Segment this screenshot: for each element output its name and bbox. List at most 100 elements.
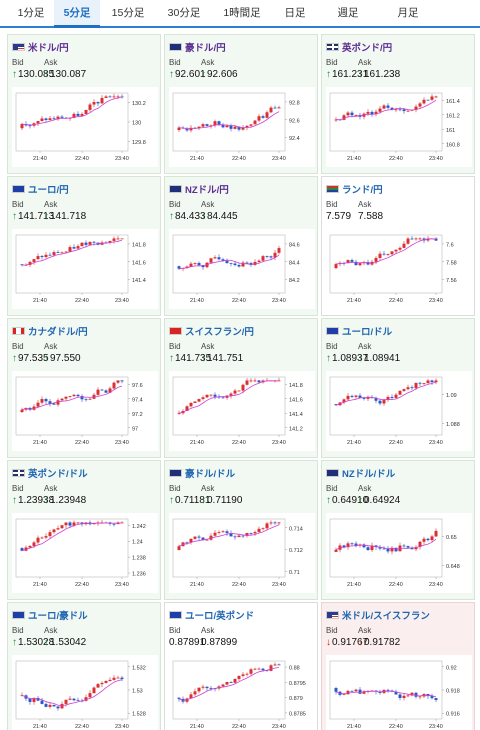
candle-body: [434, 698, 438, 700]
pair-name[interactable]: ユーロ/円: [28, 184, 69, 196]
rate-chart[interactable]: 84.6 84.4 84.2 21:40 22:40 23:40: [169, 229, 315, 309]
pair-name[interactable]: カナダドル/円: [28, 326, 88, 338]
pair-name[interactable]: 豪ドル/円: [185, 42, 226, 54]
candle-body: [386, 396, 390, 400]
ask-label: Ask: [44, 58, 58, 67]
ask-number: 0.91782: [364, 637, 401, 648]
rate-card[interactable]: 米ドル/スイスフラン Bid Ask ↓ 0.91767 ↓ 0.91782 0.92 0.91…: [321, 602, 475, 730]
pair-title[interactable]: ユーロ/英ポンド: [169, 608, 255, 622]
candle-body: [382, 548, 386, 550]
y-tick-label: 141.6: [289, 397, 303, 403]
y-tick-label: 97: [132, 426, 138, 432]
rate-chart[interactable]: 97.6 97.4 97.2 97 21:40 22:40 23:40: [12, 371, 158, 451]
rate-card[interactable]: カナダドル/円 Bid Ask ↑ 97.535 ↑ 97.550 97.6 97.4 97.2 9…: [7, 318, 161, 458]
pair-title[interactable]: 英ポンド/ドル: [12, 466, 88, 480]
ask-label: Ask: [358, 342, 372, 351]
tab-0[interactable]: 1分足: [17, 7, 45, 19]
pair-title[interactable]: 豪ドル/円: [169, 40, 226, 54]
pair-name[interactable]: 豪ドル/ドル: [185, 468, 236, 480]
pair-name[interactable]: NZドル/ドル: [342, 468, 396, 480]
candle-body: [32, 697, 36, 702]
pair-name[interactable]: 英ポンド/円: [342, 42, 393, 54]
rate-chart[interactable]: 1.242 1.24 1.238 1.236 21:40 22:40 23:40: [12, 513, 158, 593]
tab-7[interactable]: 月足: [397, 7, 419, 19]
pair-name[interactable]: ユーロ/ドル: [342, 326, 393, 338]
pair-name[interactable]: ランド/円: [342, 184, 383, 196]
candle-body: [209, 688, 213, 689]
rate-chart[interactable]: 130.2 130 129.8 21:40 22:40 23:40: [12, 87, 158, 167]
bid-label: Bid: [169, 200, 181, 209]
rate-card[interactable]: NZドル/ドル Bid Ask ↑ 0.64910 ↑ 0.64924 0.65 0.648 21…: [321, 460, 475, 600]
rate-card[interactable]: ユーロ/ドル Bid Ask ↑ 1.08937 ↑ 1.08941 1.09 1.088 21:…: [321, 318, 475, 458]
candle-body: [418, 238, 422, 240]
tab-1[interactable]: 5分足: [54, 0, 100, 28]
rate-card[interactable]: 英ポンド/円 Bid Ask ↑ 161.231 ↑ 161.238 161.4 161.2 16…: [321, 34, 475, 174]
rate-chart[interactable]: 0.65 0.648 21:40 22:40 23:40: [326, 513, 472, 593]
pair-name[interactable]: NZドル/円: [185, 184, 229, 196]
rate-card[interactable]: NZドル/円 Bid Ask ↑ 84.433 ↑ 84.445 84.6 84.4 84.2 21…: [164, 176, 318, 316]
rate-card[interactable]: ランド/円 Bid Ask 7.579 7.588 7.6 7.58 7.56 21:40 22:…: [321, 176, 475, 316]
rate-chart[interactable]: 1.532 1.53 1.528 21:40 22:40 23:40: [12, 655, 158, 730]
tab-5[interactable]: 日足: [284, 7, 306, 19]
rate-card[interactable]: ユーロ/豪ドル Bid Ask ↑ 1.53028 ↑ 1.53042 1.532 1.53 1.…: [7, 602, 161, 730]
rate-chart[interactable]: 141.8 141.6 141.4 141.2 21:40 22:40 23:40: [169, 371, 315, 451]
pair-title[interactable]: NZドル/円: [169, 182, 229, 196]
rate-chart[interactable]: 0.714 0.712 0.71 21:40 22:40 23:40: [169, 513, 315, 593]
rate-card[interactable]: 英ポンド/ドル Bid Ask ↑ 1.23938 ↑ 1.23948 1.242 1.24 1.…: [7, 460, 161, 600]
rate-chart[interactable]: 92.8 92.6 92.4 21:40 22:40 23:40: [169, 87, 315, 167]
candle-body: [249, 533, 253, 534]
tab-3[interactable]: 30分足: [167, 7, 201, 19]
candle-body: [201, 397, 205, 400]
rate-chart[interactable]: 1.09 1.088 21:40 22:40 23:40: [326, 371, 472, 451]
pair-title[interactable]: 豪ドル/ドル: [169, 466, 236, 480]
pair-title[interactable]: NZドル/ドル: [326, 466, 396, 480]
pair-name[interactable]: 英ポンド/ドル: [28, 468, 88, 480]
rate-chart[interactable]: 0.88 0.8795 0.879 0.8785 21:40 22:40 23:40: [169, 655, 315, 730]
tab-6[interactable]: 週足: [337, 7, 359, 19]
rate-chart[interactable]: 141.8 141.6 141.4 21:40 22:40 23:40: [12, 229, 158, 309]
rate-card[interactable]: ユーロ/円 Bid Ask ↑ 141.713 ↑ 141.718 141.8 141.6 141…: [7, 176, 161, 316]
pair-name[interactable]: ユーロ/豪ドル: [28, 610, 88, 622]
pair-title[interactable]: ランド/円: [326, 182, 383, 196]
ask-number: 97.550: [50, 353, 81, 364]
pair-title[interactable]: スイスフラン/円: [169, 324, 254, 338]
y-tick-label: 129.8: [132, 140, 146, 146]
pair-title[interactable]: 米ドル/円: [12, 40, 69, 54]
ask-number: 0.71190: [207, 495, 243, 506]
rate-card[interactable]: スイスフラン/円 Bid Ask ↑ 141.735 ↑ 141.751 141.8 141.6…: [164, 318, 318, 458]
tab-4[interactable]: 1時間足: [223, 7, 261, 19]
y-tick-label: 0.88: [289, 666, 300, 672]
pair-name[interactable]: ユーロ/英ポンド: [185, 610, 255, 622]
candle-body: [434, 238, 438, 241]
candle-body: [177, 266, 181, 269]
candle-body: [221, 124, 225, 128]
pair-title[interactable]: 英ポンド/円: [326, 40, 393, 54]
ask-label: Ask: [44, 342, 58, 351]
ask-label: Ask: [358, 484, 372, 493]
pair-name[interactable]: スイスフラン/円: [185, 326, 254, 338]
rate-chart[interactable]: 161.4 161.2 161 160.8 21:40 22:40 23:40: [326, 87, 472, 167]
candle-body: [64, 396, 68, 399]
rate-chart[interactable]: 7.6 7.58 7.56 21:40 22:40 23:40: [326, 229, 472, 309]
plot-frame: [15, 518, 129, 578]
pair-title[interactable]: 米ドル/スイスフラン: [326, 608, 430, 622]
pair-title[interactable]: ユーロ/円: [12, 182, 69, 196]
candle-body: [177, 413, 181, 415]
rate-card[interactable]: 豪ドル/ドル Bid Ask ↑ 0.71181 ↑ 0.71190 0.714 0.712 0.…: [164, 460, 318, 600]
rate-chart[interactable]: 0.92 0.918 0.916 21:40 22:40 23:40: [326, 655, 472, 730]
y-tick-label: 141.8: [132, 242, 146, 248]
pair-name[interactable]: 米ドル/スイスフラン: [342, 610, 430, 622]
rate-card[interactable]: 米ドル/円 Bid Ask ↑ 130.085 ↑ 130.087 130.2 130 129.8…: [7, 34, 161, 174]
pair-title[interactable]: カナダドル/円: [12, 324, 88, 338]
pair-title[interactable]: ユーロ/ドル: [326, 324, 393, 338]
pair-name[interactable]: 米ドル/円: [28, 42, 69, 54]
pair-title[interactable]: ユーロ/豪ドル: [12, 608, 88, 622]
y-tick-label: 7.56: [446, 278, 457, 284]
rate-card[interactable]: 豪ドル/円 Bid Ask ↑ 92.601 ↑ 92.606 92.8 92.6 92.4 21:…: [164, 34, 318, 174]
candle-body: [378, 546, 382, 549]
rate-card[interactable]: ユーロ/英ポンド Bid Ask 0.87891 0.87899 0.88 0.8795 0.…: [164, 602, 318, 730]
candle-body: [418, 541, 422, 548]
tab-2[interactable]: 15分足: [111, 7, 145, 19]
y-tick-label: 97.2: [132, 412, 143, 418]
candle-body: [261, 116, 265, 118]
